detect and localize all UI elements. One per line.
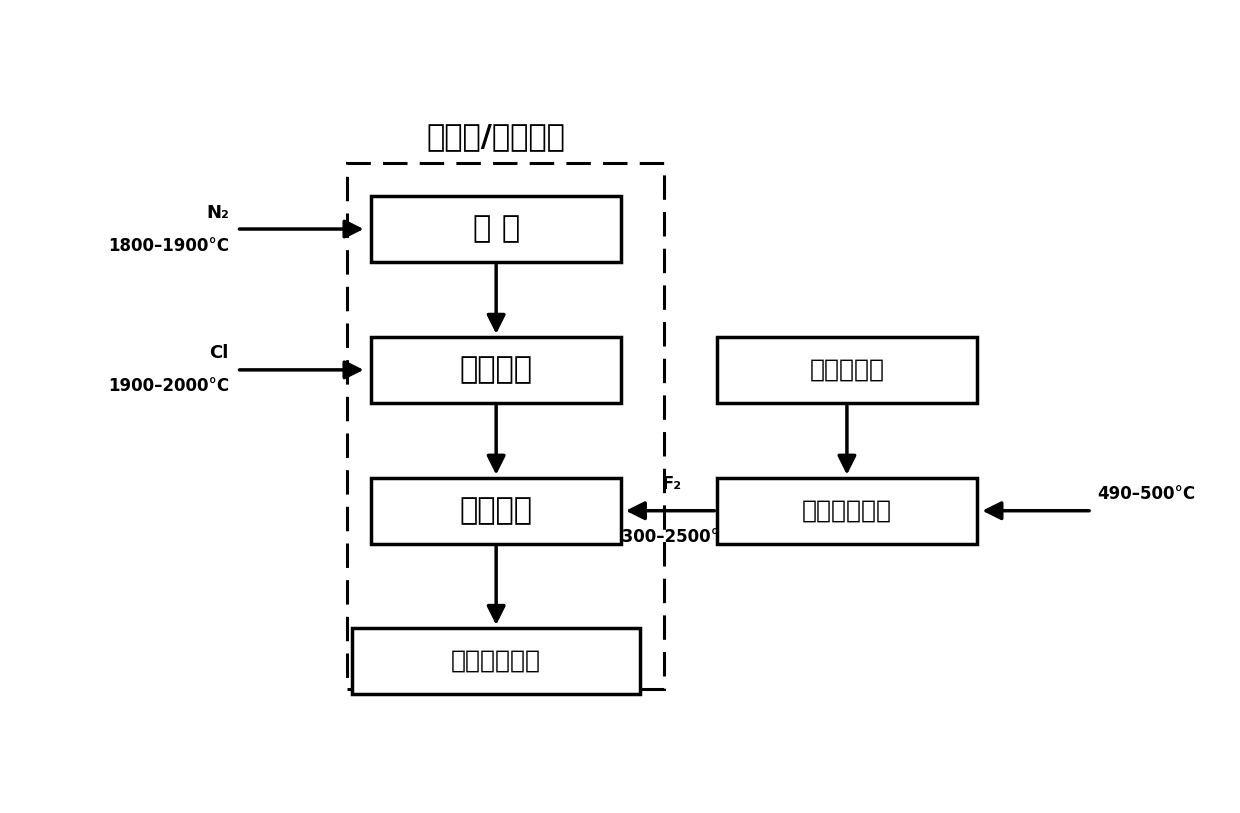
Bar (717, 478, 977, 544)
Bar (371, 478, 621, 544)
Text: 2300–2500°C: 2300–2500°C (610, 528, 732, 546)
Text: 加料反应部分: 加料反应部分 (802, 498, 892, 523)
Text: 石墨化/纯化部分: 石墨化/纯化部分 (427, 122, 565, 150)
Bar (371, 337, 621, 402)
Text: 氯气纯化: 氯气纯化 (460, 355, 533, 385)
Bar (371, 196, 621, 262)
Text: Cl: Cl (210, 345, 229, 363)
Text: 氟气纯化: 氟气纯化 (460, 496, 533, 525)
Bar (347, 163, 665, 689)
Text: 尾气处理部分: 尾气处理部分 (451, 649, 541, 673)
Text: 赶 气: 赶 气 (472, 215, 520, 244)
Bar (717, 337, 977, 402)
Text: F₂: F₂ (661, 475, 681, 493)
Text: N₂: N₂ (206, 203, 229, 221)
Text: 抽真空部分: 抽真空部分 (810, 358, 884, 382)
Bar (352, 628, 640, 693)
Text: 1800–1900°C: 1800–1900°C (108, 237, 229, 254)
Text: 1900–2000°C: 1900–2000°C (108, 377, 229, 395)
Text: 490–500°C: 490–500°C (1096, 485, 1195, 503)
